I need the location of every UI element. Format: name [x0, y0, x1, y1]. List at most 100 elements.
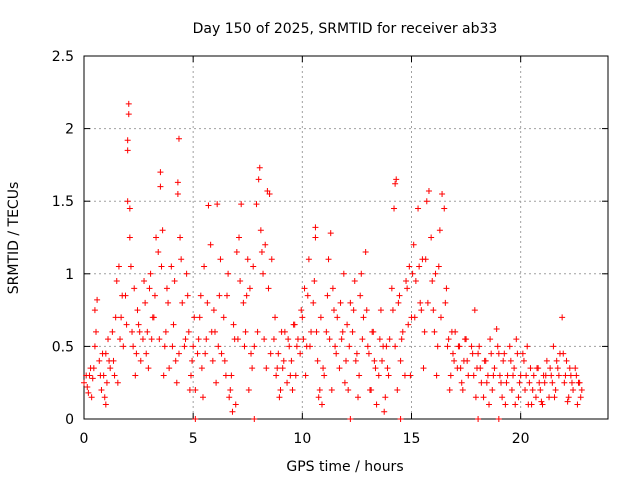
data-point: [488, 350, 495, 357]
data-point: [209, 357, 216, 364]
data-point: [184, 292, 191, 299]
data-point: [268, 256, 275, 263]
data-point: [217, 256, 224, 263]
data-point: [436, 227, 443, 234]
data-point: [181, 343, 188, 350]
data-point: [357, 292, 364, 299]
data-point: [312, 224, 319, 231]
data-point: [292, 372, 299, 379]
data-point: [554, 365, 561, 372]
data-point: [170, 321, 177, 328]
data-point: [561, 379, 568, 386]
data-point: [196, 314, 203, 321]
data-point: [447, 372, 454, 379]
data-point: [311, 278, 318, 285]
data-point: [299, 314, 306, 321]
data-point: [240, 299, 247, 306]
data-point: [130, 343, 137, 350]
data-point: [136, 328, 143, 335]
data-point: [398, 336, 405, 343]
data-point: [511, 365, 518, 372]
data-point: [232, 401, 239, 408]
data-point: [564, 398, 571, 405]
data-point: [445, 336, 452, 343]
data-point: [481, 357, 488, 364]
data-point: [577, 394, 584, 401]
data-point: [245, 386, 252, 393]
data-point: [201, 263, 208, 270]
data-point: [263, 365, 270, 372]
data-point: [109, 328, 116, 335]
data-point: [274, 365, 281, 372]
data-point: [360, 314, 367, 321]
data-point: [137, 357, 144, 364]
data-point: [381, 408, 388, 415]
data-point: [255, 176, 262, 183]
data-point: [204, 299, 211, 306]
x-tick-label: 20: [512, 431, 530, 447]
data-point: [520, 357, 527, 364]
data-point: [429, 278, 436, 285]
y-tick-label: 2.5: [52, 49, 74, 65]
data-point: [119, 292, 126, 299]
data-point: [540, 372, 547, 379]
data-point: [464, 357, 471, 364]
data-point: [192, 386, 199, 393]
data-point: [451, 357, 458, 364]
data-point: [326, 336, 333, 343]
data-point: [415, 205, 422, 212]
data-point: [243, 292, 250, 299]
data-point: [118, 314, 125, 321]
data-point: [522, 386, 529, 393]
data-point: [88, 394, 95, 401]
data-point: [315, 394, 322, 401]
data-point: [566, 365, 573, 372]
data-point: [503, 379, 510, 386]
data-point: [358, 270, 365, 277]
y-tick-label: 0.5: [52, 339, 74, 355]
data-point: [210, 307, 217, 314]
data-point: [410, 241, 417, 248]
data-point: [469, 350, 476, 357]
data-point: [392, 180, 399, 187]
data-point: [286, 343, 293, 350]
data-point: [496, 372, 503, 379]
y-tick-label: 0: [65, 412, 74, 428]
data-point: [85, 389, 92, 396]
data-point: [317, 314, 324, 321]
data-point: [490, 372, 497, 379]
data-point: [329, 285, 336, 292]
data-point: [222, 372, 229, 379]
data-point: [459, 386, 466, 393]
data-point: [260, 270, 267, 277]
data-point: [375, 372, 382, 379]
data-point: [275, 350, 282, 357]
data-point: [526, 379, 533, 386]
data-point: [325, 256, 332, 263]
data-point: [574, 401, 581, 408]
chart-title: Day 150 of 2025, SRMTID for receiver ab3…: [193, 21, 498, 37]
data-point: [368, 386, 375, 393]
data-point: [394, 386, 401, 393]
data-point: [241, 343, 248, 350]
data-point: [513, 336, 520, 343]
data-point: [113, 278, 120, 285]
data-point: [555, 372, 562, 379]
y-tick-label: 1: [65, 267, 74, 283]
data-point: [131, 285, 138, 292]
data-point: [549, 379, 556, 386]
data-point: [332, 343, 339, 350]
data-point: [101, 394, 108, 401]
data-point: [125, 100, 132, 107]
data-point: [424, 299, 431, 306]
data-point: [495, 416, 502, 422]
data-point: [302, 372, 309, 379]
data-point: [568, 379, 575, 386]
data-point: [495, 350, 502, 357]
data-point: [475, 416, 482, 422]
data-point: [229, 408, 236, 415]
data-point: [337, 299, 344, 306]
data-point: [551, 394, 558, 401]
data-point: [257, 227, 264, 234]
data-point: [536, 379, 543, 386]
